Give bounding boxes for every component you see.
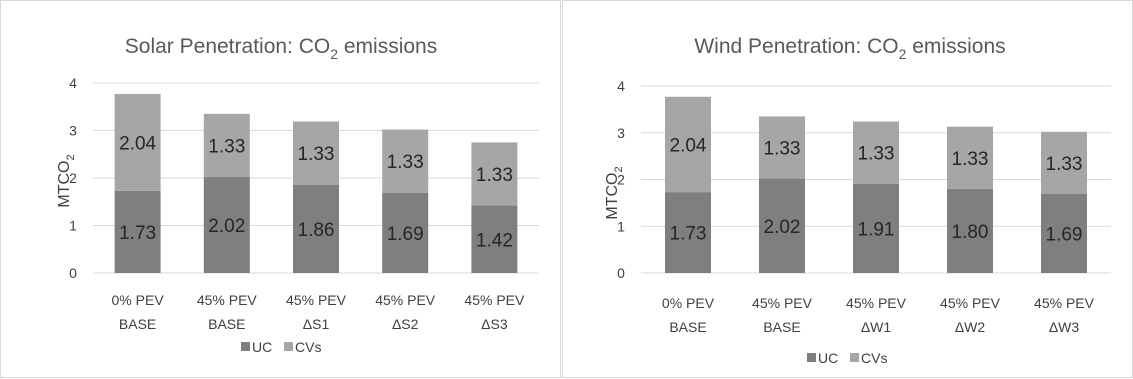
wind-chart-panel: Wind Penetration: CO2 emissions MTCO2 0 1… bbox=[562, 0, 1133, 378]
chart-title: Wind Penetration: CO2 emissions bbox=[694, 35, 1005, 62]
bar-cvs bbox=[853, 121, 899, 184]
bar-uc bbox=[114, 190, 161, 273]
legend-label: UC bbox=[252, 339, 272, 355]
solar-chart-svg: Solar Penetration: CO2 emissions MTCO2 0… bbox=[56, 35, 539, 355]
bar-uc bbox=[382, 192, 429, 273]
solar-chart-panel: Solar Penetration: CO2 emissions MTCO2 0… bbox=[0, 0, 561, 378]
bar-uc bbox=[1041, 193, 1087, 273]
bar-cvs bbox=[114, 93, 161, 191]
bar-uc bbox=[471, 205, 518, 273]
y-axis-label: MTCO2 bbox=[604, 166, 625, 219]
x-tick-label: ΔS3 bbox=[481, 316, 508, 332]
x-tick-label: 0% PEV bbox=[662, 295, 715, 311]
y-tick-label: 3 bbox=[617, 125, 625, 141]
x-tick-label: ΔW2 bbox=[955, 319, 986, 335]
data-label: 1.69 bbox=[1046, 224, 1083, 245]
x-tick-label: BASE bbox=[669, 319, 706, 335]
data-label: 1.33 bbox=[298, 144, 335, 165]
chart-title: Solar Penetration: CO2 emissions bbox=[125, 35, 437, 62]
bar-cvs bbox=[203, 113, 250, 178]
y-tick-label: 0 bbox=[69, 265, 77, 281]
x-tick-label: 45% PEV bbox=[846, 295, 907, 311]
bar-uc bbox=[203, 177, 250, 273]
x-tick-label: ΔW1 bbox=[861, 319, 892, 335]
data-label: 1.33 bbox=[208, 136, 245, 157]
data-label: 1.86 bbox=[298, 220, 335, 241]
x-tick-label: BASE bbox=[208, 316, 245, 332]
data-label: 1.33 bbox=[858, 144, 895, 165]
bar-uc bbox=[759, 178, 805, 273]
x-tick-label: 45% PEV bbox=[464, 292, 525, 308]
y-tick-label: 2 bbox=[617, 172, 625, 188]
data-label: 1.33 bbox=[387, 152, 424, 173]
x-tick-label: BASE bbox=[119, 316, 156, 332]
legend-swatch bbox=[241, 342, 250, 351]
x-tick-label: 45% PEV bbox=[197, 292, 258, 308]
bar-cvs bbox=[947, 126, 993, 189]
x-tick-label: 45% PEV bbox=[375, 292, 436, 308]
data-label: 2.04 bbox=[670, 135, 707, 156]
data-label: 1.33 bbox=[764, 138, 801, 159]
x-tick-label: 0% PEV bbox=[112, 292, 165, 308]
data-label: 1.42 bbox=[476, 230, 513, 251]
bar-cvs bbox=[665, 96, 711, 193]
y-tick-label: 4 bbox=[69, 75, 77, 91]
data-label: 1.33 bbox=[476, 165, 513, 186]
x-tick-label: 45% PEV bbox=[940, 295, 1001, 311]
x-tick-label: 45% PEV bbox=[286, 292, 347, 308]
bar-cvs bbox=[759, 116, 805, 179]
bar-uc bbox=[947, 188, 993, 273]
legend-swatch bbox=[850, 353, 859, 362]
data-label: 1.73 bbox=[670, 224, 707, 245]
x-tick-label: ΔS1 bbox=[303, 316, 330, 332]
data-label: 1.69 bbox=[387, 224, 424, 245]
data-label: 1.33 bbox=[1046, 154, 1083, 175]
bar-cvs bbox=[293, 121, 339, 185]
y-tick-label: 2 bbox=[69, 170, 77, 186]
y-tick-label: 4 bbox=[617, 78, 625, 94]
data-label: 1.33 bbox=[952, 149, 989, 170]
bar-uc bbox=[853, 183, 899, 273]
bar-uc bbox=[293, 184, 339, 273]
legend-swatch bbox=[807, 353, 816, 362]
legend-swatch bbox=[284, 342, 293, 351]
y-tick-label: 1 bbox=[69, 218, 77, 234]
x-tick-label: ΔW3 bbox=[1049, 319, 1080, 335]
wind-chart-svg: Wind Penetration: CO2 emissions MTCO2 0 1… bbox=[604, 35, 1111, 366]
y-axis-label: MTCO2 bbox=[56, 154, 77, 207]
bar-cvs bbox=[471, 142, 518, 206]
x-tick-label: ΔS2 bbox=[392, 316, 419, 332]
data-label: 1.73 bbox=[119, 223, 156, 244]
data-label: 2.02 bbox=[208, 216, 245, 237]
data-label: 1.80 bbox=[952, 222, 989, 243]
y-tick-label: 0 bbox=[617, 265, 625, 281]
x-tick-label: 45% PEV bbox=[752, 295, 813, 311]
legend-label: CVs bbox=[295, 339, 321, 355]
data-label: 2.04 bbox=[119, 133, 156, 154]
legend-label: CVs bbox=[861, 350, 887, 366]
bar-cvs bbox=[1041, 131, 1087, 194]
y-tick-label: 3 bbox=[69, 123, 77, 139]
legend-label: UC bbox=[818, 350, 838, 366]
x-tick-label: 45% PEV bbox=[1034, 295, 1095, 311]
y-tick-label: 1 bbox=[617, 218, 625, 234]
bar-cvs bbox=[382, 129, 429, 193]
data-label: 1.91 bbox=[858, 219, 895, 240]
data-label: 2.02 bbox=[764, 217, 801, 238]
bar-uc bbox=[665, 192, 711, 273]
x-tick-label: BASE bbox=[763, 319, 800, 335]
